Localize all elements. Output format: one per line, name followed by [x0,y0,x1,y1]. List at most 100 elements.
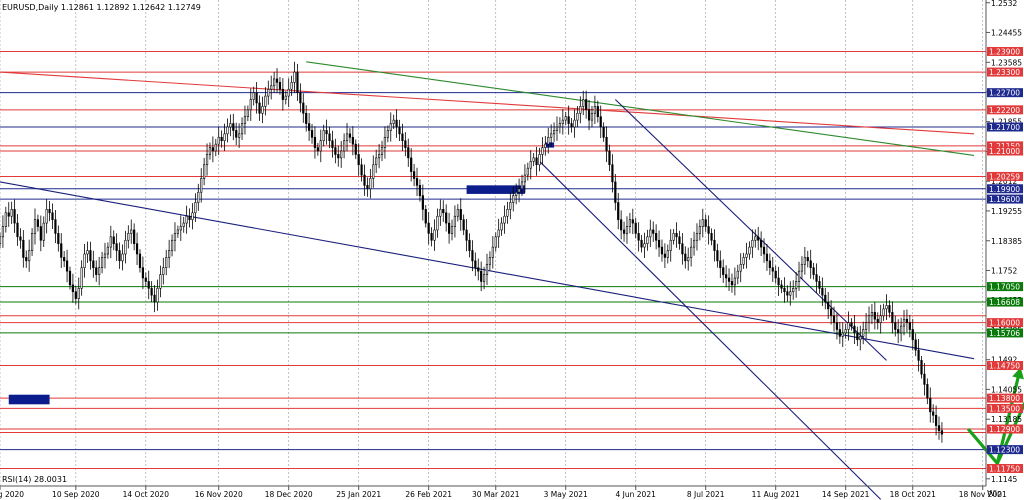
candle-body [853,325,856,334]
candle-body [293,71,296,83]
candle-body [733,277,736,286]
candle-body [477,267,480,272]
level-price-box [987,403,1023,413]
trendline [614,99,887,361]
price-tick-label: 1.1145 [991,475,1017,484]
candle-body [415,178,419,186]
candle-body [45,209,48,224]
candle-body [176,229,179,234]
candle-body [864,322,868,330]
candle-body [153,294,156,303]
candle-body [290,82,293,90]
candle-body [162,267,165,275]
candle-body [77,288,80,299]
level-price-label: 1.20259 [989,172,1020,181]
level-price-box [987,282,1023,292]
candle-body [369,178,372,190]
candle-body [573,119,576,128]
price-tick-label: 1.18385 [991,237,1022,246]
candle-body [762,246,766,255]
price-tick-label: 1.2012 [991,177,1017,186]
level-price-label: 1.11750 [989,464,1020,473]
candle-body [590,112,594,121]
price-tick-label: 1.13185 [991,415,1022,424]
candle-body [30,233,34,251]
zones [8,142,555,405]
candle-body [179,226,182,231]
candle-body [879,315,882,323]
candle-body [340,150,343,159]
price-tick-label: 1.21855 [991,118,1022,127]
rsi-label: RSI(14) 28.0031 [2,475,67,484]
candle-body [617,202,620,220]
candle-body [506,209,509,217]
candle-body [351,136,354,145]
candle-body [926,384,929,399]
level-price-box [987,184,1023,194]
level-price-label: 1.12900 [989,425,1020,434]
level-price-label: 1.17050 [989,283,1020,292]
candle-body [456,209,459,217]
candle-body [631,219,634,224]
time-tick-label: 8 Jul 2021 [687,490,725,499]
candle-body [529,161,532,169]
candle-body [684,253,687,262]
candle-body [261,106,264,114]
candle-body [235,130,238,138]
candle-body [643,243,646,248]
level-price-box [987,318,1023,328]
candle-body [424,209,427,224]
candle-body [669,239,672,251]
candle-body [652,229,655,234]
horizontal-levels [0,50,986,469]
candle-body [4,212,7,227]
candle-body [159,274,162,289]
candle-body [42,222,45,241]
candlesticks [0,61,944,443]
candle-body [579,106,582,114]
time-tick-label: 18 Dec 2020 [265,490,313,499]
candle-body [789,291,792,296]
candle-body [296,71,299,93]
candle-body [124,239,127,255]
candle-body [716,250,719,262]
candle-body [803,257,806,265]
time-tick-label: 14 Oct 2020 [123,490,170,499]
candle-body [838,329,841,337]
candle-body [663,253,666,258]
candle-body [695,233,699,241]
candle-body [471,250,474,262]
candle-body [65,260,69,272]
time-tick-label: 18 Nov 2021 [959,490,1007,499]
candle-body [520,181,524,190]
candle-body [439,209,442,217]
candle-body [48,209,51,214]
level-price-box [987,46,1023,56]
level-price-box [987,393,1023,403]
candle-body [13,209,16,224]
candle-body [637,233,640,241]
candle-body [357,154,360,166]
candle-body [917,349,920,361]
candle-body [512,195,515,203]
candle-body [692,239,696,248]
level-price-label: 1.21150 [989,142,1020,151]
candle-body [386,130,389,138]
candle-body [150,288,153,296]
candle-body [401,133,404,142]
price-tick-label: 1.14055 [991,385,1022,394]
candle-body [602,126,605,138]
candle-body [859,336,862,341]
candle-body [232,123,235,131]
candle-body [908,322,911,330]
candle-body [407,147,410,159]
candle-body [191,212,194,220]
candle-body [71,284,75,293]
candle-body [888,305,891,313]
candle-body [544,143,547,148]
candle-body [786,291,789,296]
candle-body [372,164,375,179]
candle-body [1,226,5,238]
time-tick-label: 30 Mar 2021 [472,490,520,499]
candle-body [465,229,468,241]
